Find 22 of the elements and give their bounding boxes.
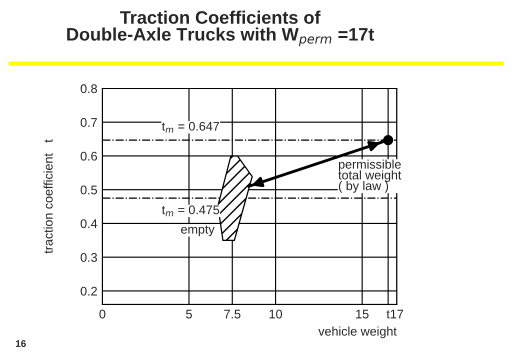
y-tick-label: 0.5	[80, 186, 98, 194]
y-tick-label: 0.6	[80, 152, 97, 161]
annotation: permissible total weight ( by law )	[338, 160, 402, 193]
y-tick-label: 0.8	[80, 84, 97, 94]
x-tick-label: 7.5	[224, 310, 240, 318]
x-tick-label: t	[386, 310, 390, 318]
x-tick-label: 17	[390, 310, 404, 318]
ref-line-label: t$_{m}$ = 0.475	[162, 205, 220, 216]
x-tick-label: 5	[186, 310, 192, 318]
x-tick-label: 15	[356, 310, 369, 318]
y-tick-label: 0.4	[80, 219, 98, 228]
y-tick-label: 0.7	[80, 118, 97, 127]
annotation: empty	[181, 225, 215, 236]
y-tick-label: 0.2	[80, 286, 97, 296]
y-axis-title: traction coefficient t	[44, 139, 53, 254]
x-tick-label: 10	[270, 310, 282, 318]
x-tick-label: 0	[99, 310, 106, 318]
y-tick-label: 0.3	[80, 253, 97, 262]
x-axis-title: vehicle weight	[318, 326, 397, 338]
text: 16	[16, 340, 26, 348]
chart-title: Traction Coefficients of Double-Axle Trucks with W$_{perm}$ =17t	[67, 10, 374, 46]
ref-line-label: t$_{m}$ = 0.647	[162, 122, 220, 133]
